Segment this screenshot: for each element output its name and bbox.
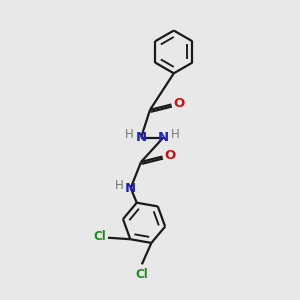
Text: O: O — [173, 97, 184, 110]
Text: H: H — [114, 178, 123, 192]
Text: N: N — [158, 131, 169, 144]
Text: Cl: Cl — [135, 268, 148, 281]
Text: H: H — [125, 128, 134, 141]
Text: H: H — [171, 128, 180, 141]
Text: O: O — [164, 149, 175, 162]
Text: N: N — [125, 182, 136, 194]
Text: Cl: Cl — [94, 230, 106, 243]
Text: N: N — [136, 131, 147, 144]
